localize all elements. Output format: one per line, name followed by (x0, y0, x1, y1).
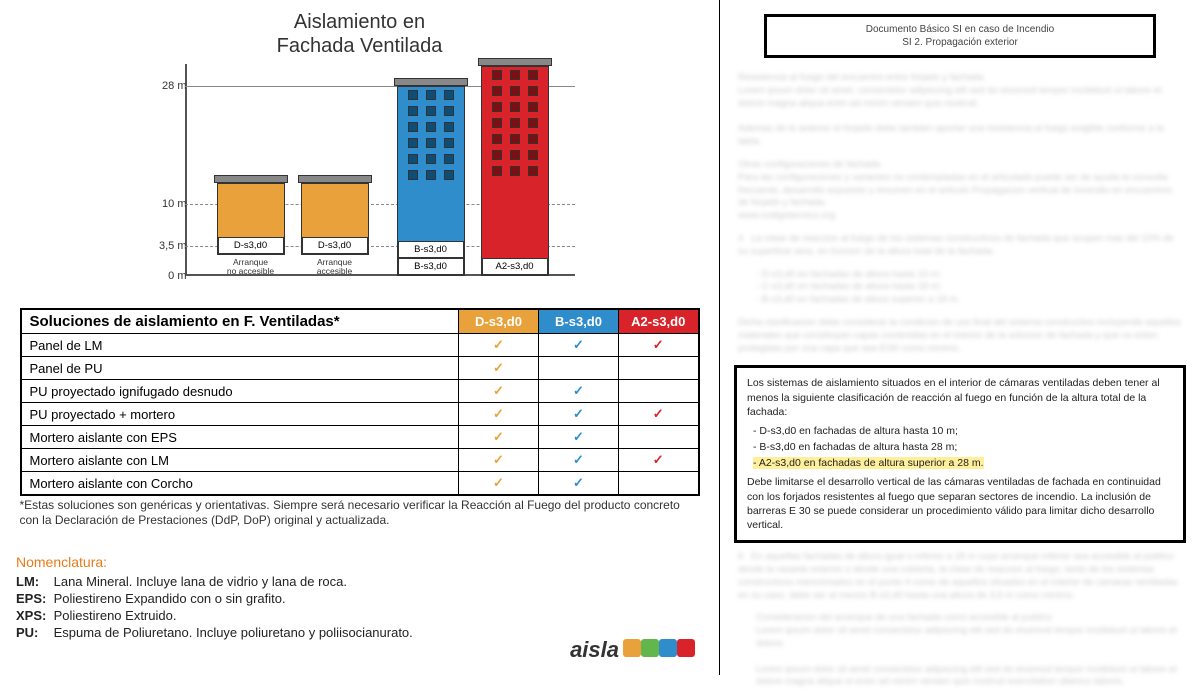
blur-text: Consideracion del arranque de una fachad… (752, 612, 1186, 689)
regulation-focus-box: Los sistemas de aislamiento situados en … (734, 365, 1186, 543)
doc-header-l2: SI 2. Propagación exterior (779, 36, 1141, 49)
table-row: Mortero aislante con EPS✓✓ (21, 426, 699, 449)
focus-p2: Debe limitarse el desarrollo vertical de… (747, 475, 1173, 532)
y-tick-label: 3,5 m (159, 240, 187, 252)
table-row: PU proyectado ignifugado desnudo✓✓ (21, 380, 699, 403)
building: D-s3,d0Arranqueaccesible (301, 183, 369, 276)
logo-text: aisla (570, 637, 619, 663)
chart-title-l1: Aislamiento en (294, 11, 425, 33)
right-panel: Documento Básico SI en caso de Incendio … (720, 0, 1200, 675)
y-tick-label: 10 m (162, 198, 186, 210)
building: A2-s3,d0 (481, 66, 549, 276)
blur-text: Dicha clasificacion debe considerar la c… (734, 317, 1186, 355)
focus-li-1: - D-s3,d0 en fachadas de altura hasta 10… (753, 424, 1173, 438)
blur-text: 6 En aquellas fachadas de altura igual o… (734, 551, 1186, 602)
blur-text: - D-s3,d0 en fachadas de altura hasta 10… (752, 269, 1186, 307)
blur-text: Otras configuraciones de fachadaPara las… (734, 159, 1186, 223)
brand-logo: aisla (570, 637, 695, 663)
blur-text: 4 La clase de reaccion al fuego de los s… (734, 233, 1186, 259)
y-tick-label: 0 m (168, 270, 186, 282)
nomenclature-title: Nomenclatura: (16, 554, 709, 570)
chart-title-l2: Fachada Ventilada (277, 35, 443, 57)
focus-li-2: - B-s3,d0 en fachadas de altura hasta 28… (753, 440, 1173, 454)
table-row: Mortero aislante con Corcho✓✓ (21, 472, 699, 496)
focus-intro: Los sistemas de aislamiento situados en … (747, 376, 1173, 419)
blur-text: Resistencia al fuego del encuentro entre… (734, 72, 1186, 149)
y-tick-label: 28 m (162, 80, 186, 92)
nomen-item: EPS: Poliestireno Expandido con o sin gr… (16, 591, 709, 606)
nomen-item: XPS: Poliestireno Extruido. (16, 608, 709, 623)
chart-title: Aislamiento en Fachada Ventilada (10, 10, 709, 58)
left-panel: Aislamiento en Fachada Ventilada 28 m 10 … (0, 0, 720, 675)
focus-li-3: - A2-s3,d0 en fachadas de altura superio… (753, 456, 1173, 470)
doc-header-l1: Documento Básico SI en caso de Incendio (779, 23, 1141, 36)
chart-area: 28 m 10 m 3,5 m 0 m D-s3,d0Arranqueno accesi… (145, 64, 575, 294)
building: B-s3,d0B-s3,d0 (397, 86, 465, 276)
solutions-table: Soluciones de aislamiento en F. Ventilad… (20, 308, 700, 496)
table-row: Panel de PU✓ (21, 357, 699, 380)
table-row: Mortero aislante con LM✓✓✓ (21, 449, 699, 472)
table-row: PU proyectado + mortero✓✓✓ (21, 403, 699, 426)
table-row: Panel de LM✓✓✓ (21, 334, 699, 357)
doc-header: Documento Básico SI en caso de Incendio … (764, 14, 1156, 58)
table-footnote: *Estas soluciones son genéricas y orient… (20, 498, 700, 528)
nomenclature-list: LM: Lana Mineral. Incluye lana de vidrio… (16, 574, 709, 640)
logo-swatches (623, 639, 695, 662)
building: D-s3,d0Arranqueno accesible (217, 183, 285, 276)
nomen-item: LM: Lana Mineral. Incluye lana de vidrio… (16, 574, 709, 589)
